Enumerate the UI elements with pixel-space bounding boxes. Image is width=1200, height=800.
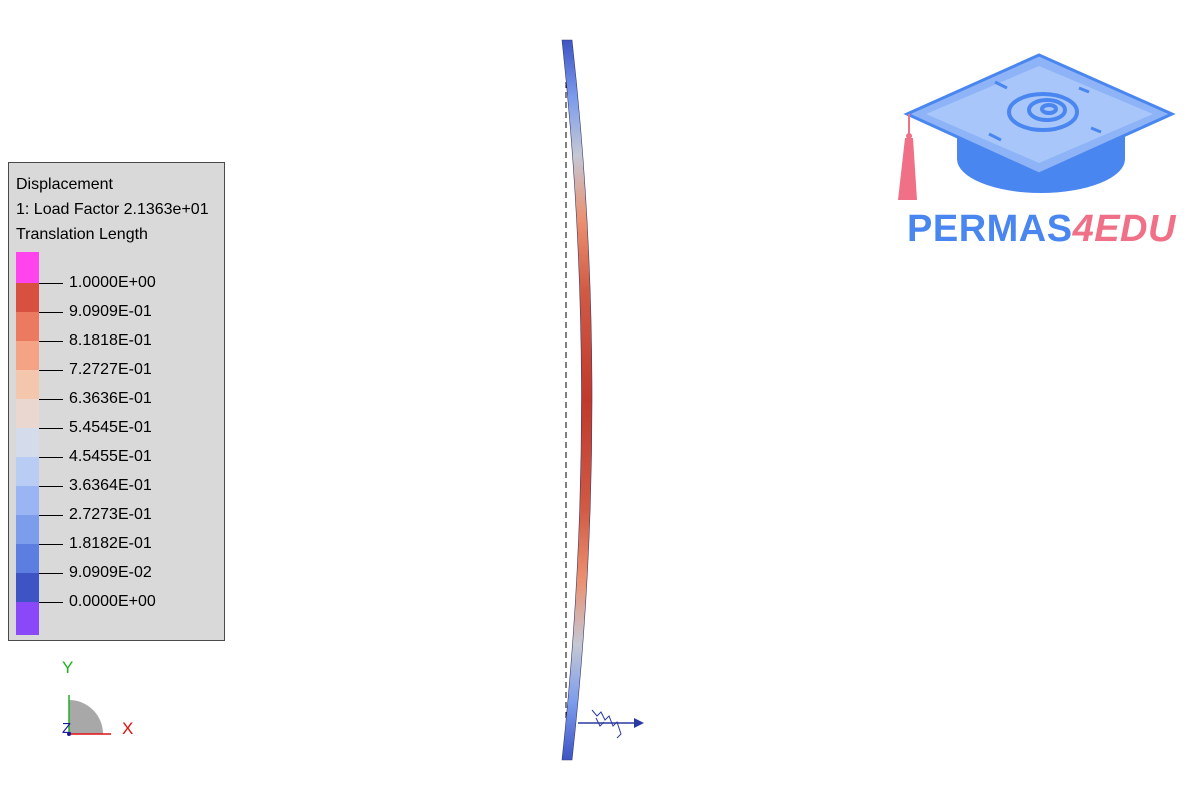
color-swatch [16, 486, 39, 515]
legend-tick-label: 5.4545E-01 [69, 419, 152, 436]
legend-tick-label: 8.1818E-01 [69, 332, 152, 349]
color-swatch [16, 573, 39, 602]
legend-tick-label: 1.0000E+00 [69, 274, 156, 291]
logo-brand-text: PERMAS [907, 208, 1073, 250]
legend-tick-mark [39, 602, 63, 603]
color-swatch [16, 312, 39, 341]
legend-quantity: Translation Length [16, 226, 148, 243]
color-swatch [16, 341, 39, 370]
legend-tick-mark [39, 428, 63, 429]
legend-tick-label: 4.5455E-01 [69, 448, 152, 465]
color-swatch [16, 399, 39, 428]
legend-tick-mark [39, 312, 63, 313]
legend-tick-label: 9.0909E-01 [69, 303, 152, 320]
color-swatch [16, 515, 39, 544]
legend-tick-label: 6.3636E-01 [69, 390, 152, 407]
legend-tick-mark [39, 370, 63, 371]
z-axis-dot [67, 732, 71, 736]
legend-tick-label: 7.2727E-01 [69, 361, 152, 378]
color-swatch [16, 602, 39, 635]
spring-support-icon [591, 709, 622, 739]
legend-tick-mark [39, 573, 63, 574]
result-legend[interactable]: Displacement 1: Load Factor 2.1363e+01 T… [8, 162, 225, 641]
y-axis-label: Y [62, 658, 74, 677]
color-swatch [16, 370, 39, 399]
color-swatch [16, 457, 39, 486]
legend-tick-label: 2.7273E-01 [69, 506, 152, 523]
legend-tick-label: 9.0909E-02 [69, 564, 152, 581]
legend-tick-label: 0.0000E+00 [69, 593, 156, 610]
logo-suffix-text: 4EDU [1072, 208, 1176, 250]
legend-tick-mark [39, 544, 63, 545]
x-axis-label: X [122, 719, 134, 738]
legend-title: Displacement [16, 176, 113, 193]
triad-quadrant [69, 700, 103, 734]
legend-tick-mark [39, 341, 63, 342]
color-bar [16, 252, 39, 635]
legend-tick-mark [39, 283, 63, 284]
color-swatch [16, 544, 39, 573]
deformed-beam[interactable] [561, 39, 593, 761]
legend-tick-mark [39, 515, 63, 516]
color-swatch [16, 283, 39, 312]
force-arrow-icon [578, 718, 644, 728]
logo-wordmark: PERMAS4EDU [907, 207, 1176, 251]
legend-tick-mark [39, 457, 63, 458]
axis-triad[interactable]: Y X Z [55, 655, 155, 755]
legend-tick-mark [39, 399, 63, 400]
graduation-cap-icon [898, 53, 1176, 200]
legend-tick-mark [39, 486, 63, 487]
color-swatch [16, 252, 39, 283]
legend-tick-label: 3.6364E-01 [69, 477, 152, 494]
color-swatch [16, 428, 39, 457]
z-axis-label: Z [62, 720, 72, 737]
legend-load-factor: 1: Load Factor 2.1363e+01 [16, 201, 209, 218]
triad-graphic [67, 695, 111, 736]
legend-tick-label: 1.8182E-01 [69, 535, 152, 552]
permas4edu-logo: PERMAS4EDU [895, 52, 1180, 252]
